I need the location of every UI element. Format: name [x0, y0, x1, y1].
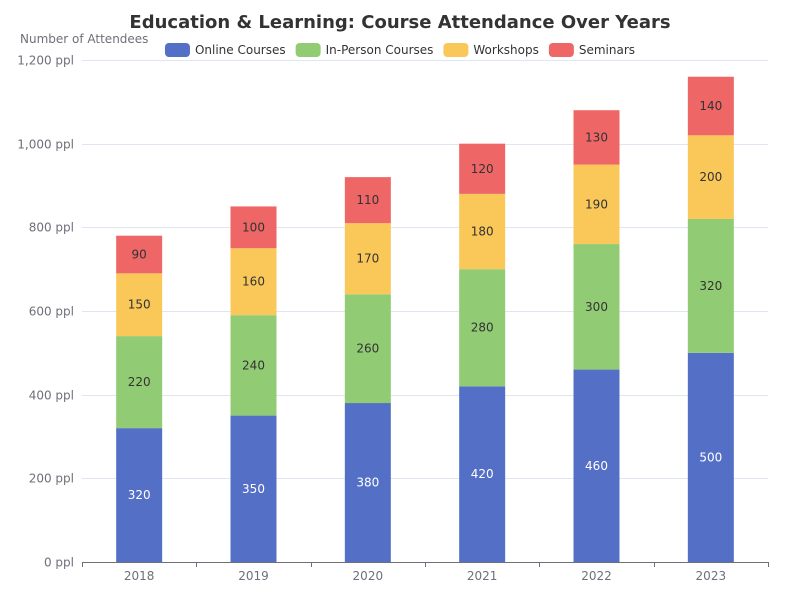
legend[interactable]: Online Courses In-Person Courses Workshops… [164, 43, 635, 57]
bar-in-person-courses-2020[interactable] [344, 294, 391, 404]
legend-label: Workshops [473, 43, 538, 57]
y-tick-label: 1,000 ppl [17, 138, 74, 152]
bar-seminars-2020[interactable] [344, 177, 391, 224]
bar-value-label: 380 [356, 476, 379, 490]
bar-value-label: 240 [242, 358, 265, 372]
x-tick-label: 2021 [467, 569, 498, 583]
bar-workshops-2023[interactable] [687, 135, 734, 219]
bar-in-person-courses-2021[interactable] [459, 269, 506, 387]
bar-value-label: 110 [356, 193, 379, 207]
legend-label: Online Courses [195, 43, 286, 57]
bar-online-courses-2018[interactable] [116, 428, 163, 562]
bar-value-label: 320 [128, 488, 151, 502]
bar-seminars-2023[interactable] [687, 76, 734, 136]
bar-value-label: 460 [585, 459, 608, 473]
bar-workshops-2022[interactable] [573, 164, 620, 245]
bar-value-label: 190 [585, 197, 608, 211]
bar-workshops-2020[interactable] [344, 223, 391, 295]
y-tick-label: 200 ppl [29, 472, 74, 486]
legend-swatch [443, 43, 469, 57]
y-tick-label: 400 ppl [29, 389, 74, 403]
legend-label: Seminars [579, 43, 635, 57]
bar-value-label: 260 [356, 342, 379, 356]
legend-item-in-person-courses[interactable]: In-Person Courses [295, 43, 434, 57]
bar-workshops-2018[interactable] [116, 273, 163, 337]
bar-seminars-2018[interactable] [116, 235, 163, 274]
bar-value-label: 200 [699, 170, 722, 184]
bar-online-courses-2022[interactable] [573, 369, 620, 562]
x-tick-label: 2023 [696, 569, 727, 583]
legend-label: In-Person Courses [326, 43, 434, 57]
x-tick-label: 2022 [581, 569, 612, 583]
bar-value-label: 500 [699, 450, 722, 464]
bar-value-label: 180 [471, 225, 494, 239]
legend-swatch [548, 43, 574, 57]
legend-swatch [164, 43, 190, 57]
chart-title: Education & Learning: Course Attendance … [129, 12, 670, 33]
bar-value-label: 140 [699, 99, 722, 113]
legend-swatch [295, 43, 321, 57]
bar-value-label: 350 [242, 482, 265, 496]
x-tick-label: 2019 [238, 569, 269, 583]
bar-in-person-courses-2018[interactable] [116, 336, 163, 429]
bar-value-label: 150 [128, 298, 151, 312]
bar-value-label: 220 [128, 375, 151, 389]
bar-online-courses-2023[interactable] [687, 352, 734, 562]
x-tick-label: 2020 [353, 569, 384, 583]
bars: 320 220 150 90 350 240 160 100 380 260 170 110 420 28… [116, 76, 734, 562]
bar-value-label: 100 [242, 220, 265, 234]
bar-online-courses-2019[interactable] [230, 415, 277, 562]
bar-workshops-2019[interactable] [230, 248, 277, 316]
bar-workshops-2021[interactable] [459, 193, 506, 270]
bar-value-label: 120 [471, 162, 494, 176]
bar-online-courses-2021[interactable] [459, 386, 506, 562]
legend-item-online-courses[interactable]: Online Courses [164, 43, 286, 57]
axes: 0 ppl 200 ppl 400 ppl 600 ppl 800 ppl 1,000 p… [17, 54, 769, 583]
bar-in-person-courses-2022[interactable] [573, 244, 620, 370]
bar-seminars-2021[interactable] [459, 143, 506, 194]
bar-value-label: 280 [471, 321, 494, 335]
bar-seminars-2019[interactable] [230, 206, 277, 249]
bar-value-label: 420 [471, 467, 494, 481]
bar-online-courses-2020[interactable] [344, 403, 391, 562]
bar-value-label: 130 [585, 130, 608, 144]
bar-seminars-2022[interactable] [573, 110, 620, 165]
legend-item-workshops[interactable]: Workshops [443, 43, 539, 57]
y-tick-label: 0 ppl [44, 556, 74, 570]
x-tick-label: 2018 [124, 569, 155, 583]
bar-in-person-courses-2023[interactable] [687, 218, 734, 353]
bar-value-label: 170 [356, 252, 379, 266]
legend-item-seminars[interactable]: Seminars [548, 43, 635, 57]
bar-value-label: 300 [585, 300, 608, 314]
bar-value-label: 90 [132, 248, 147, 262]
gridlines [82, 60, 768, 479]
y-tick-label: 600 ppl [29, 305, 74, 319]
bar-value-label: 160 [242, 275, 265, 289]
y-axis-label: Number of Attendees [20, 32, 148, 46]
y-tick-label: 800 ppl [29, 221, 74, 235]
bar-in-person-courses-2019[interactable] [230, 315, 277, 416]
bar-value-label: 320 [699, 279, 722, 293]
y-tick-label: 1,200 ppl [17, 54, 74, 68]
